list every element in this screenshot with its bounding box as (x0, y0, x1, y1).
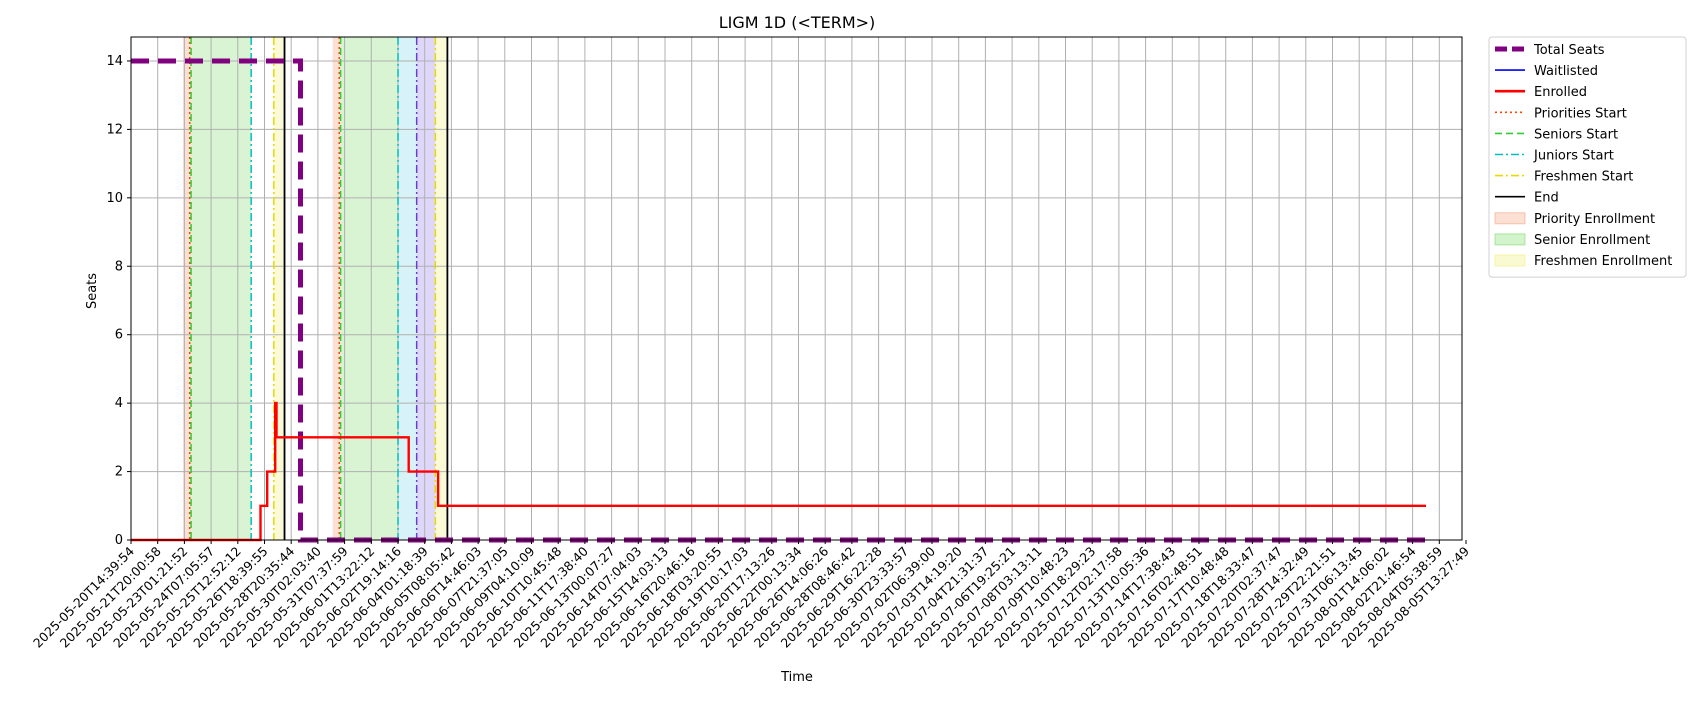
legend-swatch-senior-enrollment (1494, 233, 1526, 246)
legend-label-freshmen-start: Freshmen Start (1534, 170, 1633, 185)
legend-box (1488, 36, 1687, 278)
y-axis-label: Seats (85, 273, 100, 309)
shaded-region-unnamed (398, 37, 417, 540)
legend-label-juniors-start: Juniors Start (1533, 149, 1614, 164)
y-tick-label: 2 (115, 465, 123, 480)
shaded-region-freshmen-enrollment (273, 37, 285, 540)
data-series (131, 58, 1426, 543)
y-tick-label: 6 (115, 328, 123, 343)
legend-label-waitlisted: Waitlisted (1534, 64, 1598, 79)
x-axis-label: Time (780, 670, 813, 685)
shaded-region-senior-enrollment (340, 37, 398, 540)
y-tick-label: 8 (115, 259, 123, 274)
y-tick-label: 10 (106, 191, 123, 206)
legend-swatch-priority-enrollment (1494, 212, 1526, 225)
legend-label-senior-enrollment: Senior Enrollment (1534, 233, 1650, 248)
axes-frame (130, 36, 1463, 541)
legend-label-freshmen-enrollment: Freshmen Enrollment (1534, 254, 1672, 269)
grid-lines (130, 37, 1462, 541)
y-tick-label: 4 (115, 396, 123, 411)
series-line-total-seats (131, 58, 1426, 543)
x-axis-ticks: 2025-05-20T14:39:542025-05-21T20:00:5820… (30, 540, 1472, 651)
shaded-region-senior-enrollment (191, 37, 252, 540)
y-axis-ticks: 0 2 4 6 8 10 12 14 (106, 54, 131, 548)
shaded-regions (183, 37, 448, 540)
chart-title: LIGM 1D (<TERM>) (719, 13, 876, 32)
legend-label-priorities-start: Priorities Start (1534, 106, 1627, 121)
plot-frame (130, 36, 1463, 541)
shaded-region-freshmen-enrollment (435, 37, 448, 540)
series-line-enrolled (131, 401, 1426, 542)
legend-label-seniors-start: Seniors Start (1534, 127, 1618, 142)
legend-label-enrolled: Enrolled (1534, 85, 1587, 100)
legend-swatch-freshmen-enrollment (1494, 254, 1526, 267)
legend: Total Seats Waitlisted Enrolled Priorities … (1488, 36, 1687, 278)
shaded-region-priority-enrollment (183, 37, 192, 540)
shaded-region-priority-enrollment (332, 37, 341, 540)
y-tick-label: 0 (115, 533, 123, 548)
legend-label-end: End (1534, 191, 1559, 206)
y-tick-label: 14 (106, 54, 123, 69)
legend-label-priority-enrollment: Priority Enrollment (1534, 212, 1655, 227)
vertical-markers (188, 37, 449, 540)
legend-label-total-seats: Total Seats (1533, 43, 1605, 58)
y-tick-label: 12 (106, 122, 123, 137)
shaded-region-unnamed (416, 37, 436, 540)
